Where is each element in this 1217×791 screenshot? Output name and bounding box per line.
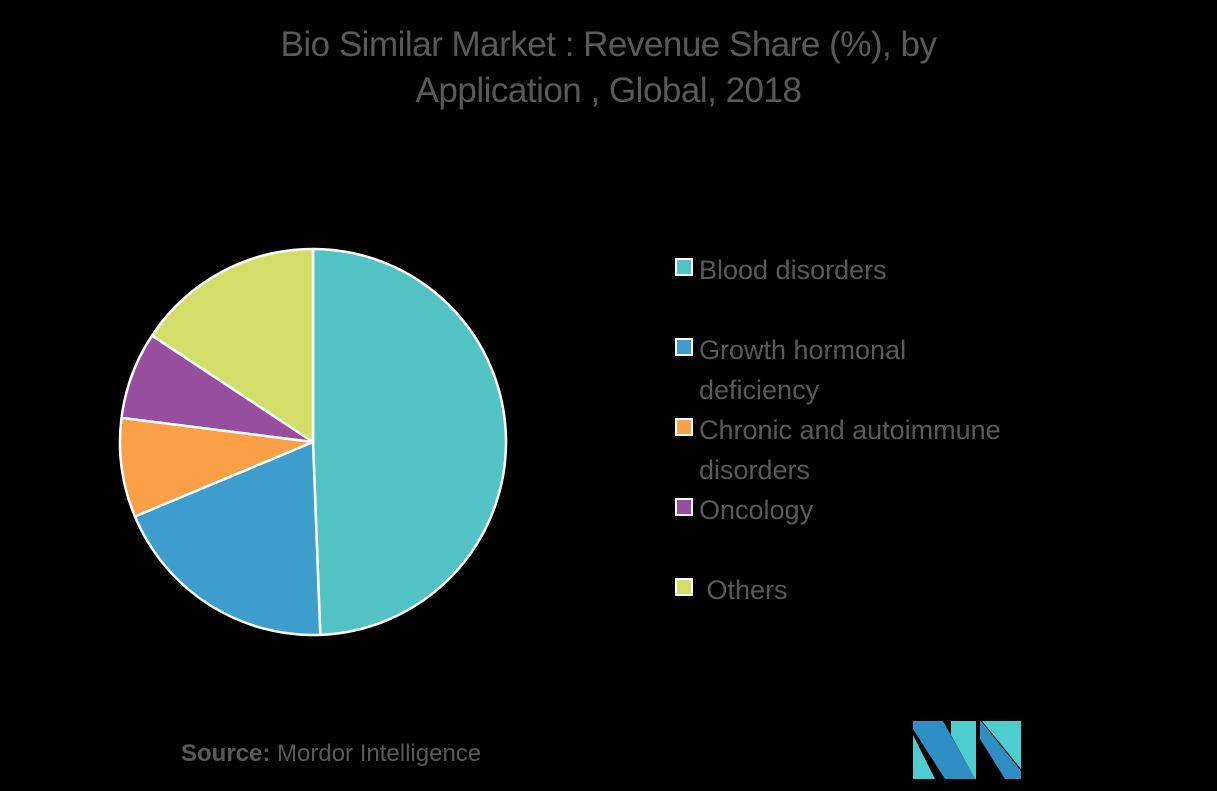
legend-item-others: Others [675, 570, 1079, 610]
legend-swatch [675, 578, 693, 596]
chart-title-line-1: Bio Similar Market : Revenue Share (%), … [280, 25, 937, 64]
pie-slice-growth-hormonal-deficiency [133, 440, 322, 637]
legend-swatch [675, 338, 693, 356]
legend-item-blood-disorders: Blood disorders [675, 250, 1079, 290]
legend-label: Oncology [699, 495, 814, 525]
legend-label: Blood disorders [699, 255, 887, 285]
legend-item-oncology: Oncology [675, 490, 1079, 530]
chart-title-line-2: Application , Global, 2018 [415, 71, 802, 110]
source-label: Source: [181, 740, 271, 767]
chart-title: Bio Similar Market : Revenue Share (%), … [0, 22, 1217, 114]
legend-swatch [675, 418, 693, 436]
legend-label: Chronic and autoimmune disorders [699, 415, 1001, 485]
legend-item-growth-hormonal-deficiency: Growth hormonal deficiency [675, 330, 959, 410]
source-value: Mordor Intelligence [277, 740, 482, 767]
legend-label: Growth hormonal deficiency [699, 335, 907, 405]
pie-slice-others [150, 247, 315, 444]
legend-swatch [675, 258, 693, 276]
source-note: Source: Mordor Intelligence [181, 740, 481, 768]
legend-swatch [675, 498, 693, 516]
legend-label: Others [699, 575, 788, 605]
mordor-intelligence-logo-icon [913, 721, 1021, 779]
pie-slice-blood-disorders [311, 247, 508, 637]
pie-slice-chronic-and-autoimmune-disorders [118, 416, 315, 518]
legend-item-chronic-autoimmune: Chronic and autoimmune disorders [675, 410, 1064, 490]
